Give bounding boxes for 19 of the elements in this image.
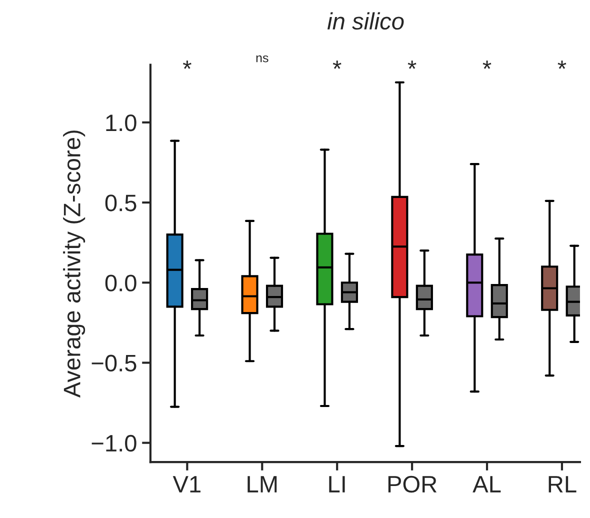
y-tick-label: 1.0: [106, 114, 136, 132]
annotation: *: [482, 60, 492, 69]
x-tick-label: RL: [548, 476, 576, 492]
annotation: *: [408, 60, 416, 69]
annotation: *: [558, 60, 566, 69]
y-axis-title: Average activity (Z-score): [63, 130, 86, 398]
chart-title: in silico: [327, 12, 404, 30]
x-tick-label: LM: [248, 476, 277, 492]
x-tick-label: LI: [329, 476, 345, 492]
x-tick-label: POR: [388, 476, 437, 493]
y-tick-label: 0.5: [105, 194, 136, 212]
y-tick-label: −1.0: [92, 434, 136, 452]
annotation: *: [332, 60, 342, 69]
y-tick-label: 0.0: [105, 274, 136, 292]
x-tick-label: AL: [472, 476, 501, 492]
x-tick-label: V1: [172, 476, 200, 492]
y-tick-label: −0.5: [92, 354, 136, 372]
annotation: *: [182, 60, 192, 69]
text: ns: [256, 55, 268, 62]
